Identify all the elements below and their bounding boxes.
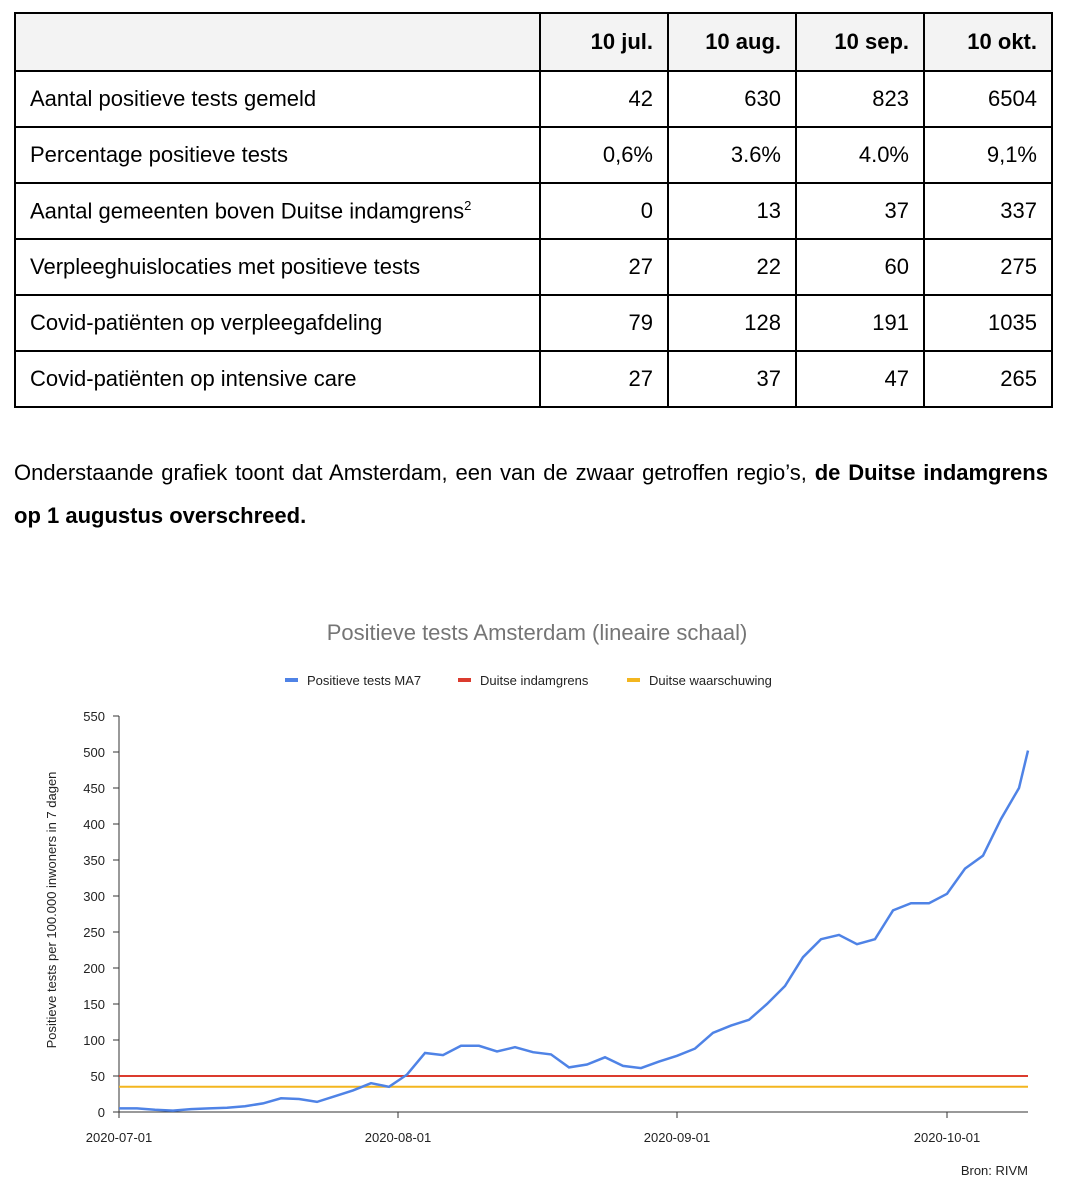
chart-title: Positieve tests Amsterdam (lineaire scha… [327,620,748,645]
label-text: Percentage positieve tests [30,142,289,167]
legend-label: Positieve tests MA7 [307,673,421,688]
cell: 823 [795,70,925,128]
cell: 191 [795,294,925,352]
cell: 13 [667,182,797,240]
table-row: Covid-patiënten op verpleegafdeling 79 128… [14,294,1053,352]
header-row: 10 jul. 10 aug. 10 sep. 10 okt. [14,12,1053,72]
cell: 37 [667,350,797,408]
cell: 630 [667,70,797,128]
y-tick-label: 150 [83,997,105,1012]
y-tick-label: 350 [83,853,105,868]
table-row: Covid-patiënten op intensive care 27 37 47 2… [14,350,1053,408]
label-text: Verpleeghuislocaties met positieve tests [30,254,421,279]
data-table: 10 jul. 10 aug. 10 sep. 10 okt. Aantal posi… [14,12,1053,408]
row-label: Verpleeghuislocaties met positieve tests [14,238,541,296]
cell: 0 [539,182,669,240]
cell: 37 [795,182,925,240]
y-tick-label: 200 [83,961,105,976]
cell: 47 [795,350,925,408]
y-tick-label: 450 [83,781,105,796]
x-tick-label: 2020-07-01 [86,1130,153,1145]
cell: 27 [539,350,669,408]
cell: 6504 [923,70,1053,128]
column-header: 10 aug. [667,12,797,72]
x-tick-label: 2020-10-01 [914,1130,981,1145]
label-text: Covid-patiënten op verpleegafdeling [30,310,383,335]
row-label: Aantal gemeenten boven Duitse indamgrens… [14,182,541,240]
bold-text: de Duitse indamgrens op 1 augustus overs… [14,460,1048,528]
y-tick-label: 500 [83,745,105,760]
row-label: Covid-patiënten op verpleegafdeling [14,294,541,352]
text: Onderstaande grafiek toont dat Amsterdam… [14,460,807,485]
table-row: Aantal gemeenten boven Duitse indamgrens… [14,182,1053,240]
paragraph: Onderstaande grafiek toont dat Amsterdam… [14,451,1048,537]
cell: 1035 [923,294,1053,352]
row-label: Aantal positieve tests gemeld [14,70,541,128]
y-tick-label: 250 [83,925,105,940]
cell: 128 [667,294,797,352]
y-tick-label: 550 [83,709,105,724]
chart: Positieve tests Amsterdam (lineaire scha… [44,620,1030,1178]
x-tick-label: 2020-08-01 [365,1130,432,1145]
y-tick-label: 100 [83,1033,105,1048]
cell: 275 [923,238,1053,296]
y-axis-title: Positieve tests per 100.000 inwoners in … [44,772,59,1049]
x-tick-label: 2020-09-01 [644,1130,711,1145]
cell: 27 [539,238,669,296]
source: Bron: RIVM [961,1163,1028,1178]
cell: 4.0% [795,126,925,184]
cell: 337 [923,182,1053,240]
legend-label: Duitse indamgrens [480,673,589,688]
y-tick-label: 300 [83,889,105,904]
legend-label: Duitse waarschuwing [649,673,772,688]
cell: 265 [923,350,1053,408]
header-cell [14,12,541,72]
series-line [119,750,1030,1112]
column-header: 10 jul. [539,12,669,72]
y-tick-label: 50 [91,1069,105,1084]
table-row: Aantal positieve tests gemeld 42 630 823 650… [14,70,1053,128]
cell: 79 [539,294,669,352]
y-tick-label: 0 [98,1105,105,1120]
table-row: Percentage positieve tests 0,6% 3.6% 4.0% 9,… [14,126,1053,184]
cell: 42 [539,70,669,128]
cell: 22 [667,238,797,296]
table-row: Verpleeghuislocaties met positieve tests… [14,238,1053,296]
row-label: Percentage positieve tests [14,126,541,184]
label-text: Covid-patiënten op intensive care [30,366,357,391]
cell: 0,6% [539,126,669,184]
label-text: Aantal positieve tests gemeld [30,86,317,111]
column-header: 10 okt. [923,12,1053,72]
cell: 9,1% [923,126,1053,184]
cell: 3.6% [667,126,797,184]
row-label: Covid-patiënten op intensive care [14,350,541,408]
label-text: Aantal gemeenten boven Duitse indamgrens [30,198,465,224]
y-tick-label: 400 [83,817,105,832]
cell: 60 [795,238,925,296]
footnote: 2 [464,197,472,213]
column-header: 10 sep. [795,12,925,72]
